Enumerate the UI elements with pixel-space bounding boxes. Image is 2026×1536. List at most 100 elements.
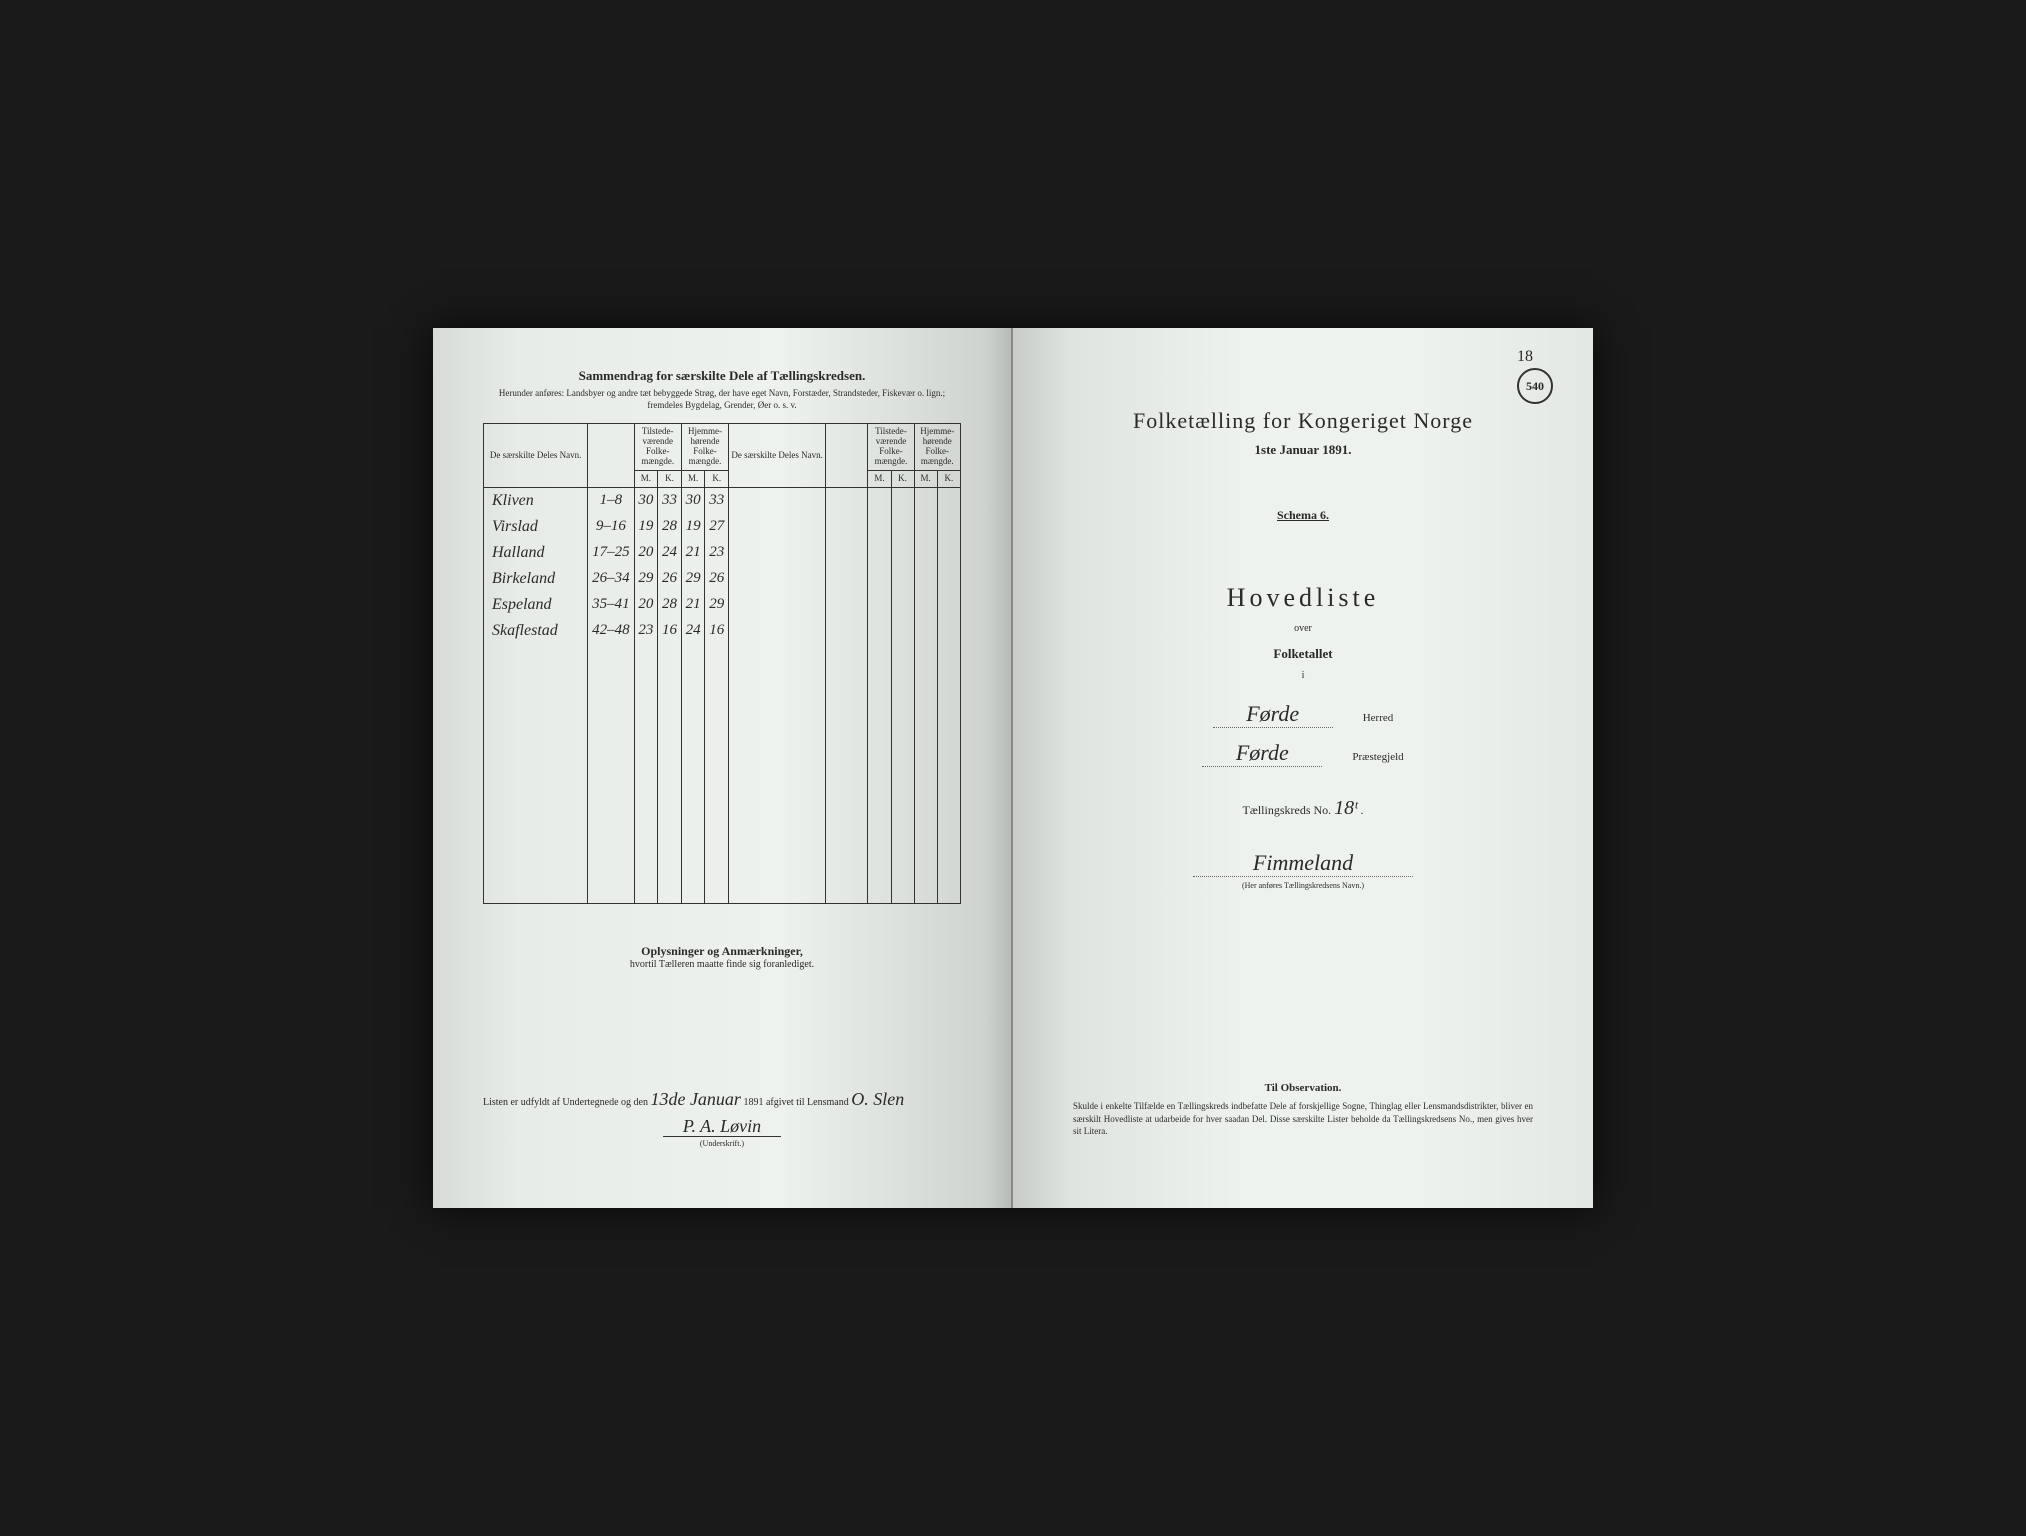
empty-cell: [681, 774, 705, 800]
empty-cell: [937, 878, 960, 904]
th-m: M.: [868, 470, 891, 487]
empty-cell: [705, 774, 729, 800]
th-m: M.: [681, 470, 705, 487]
empty-cell: [484, 644, 588, 670]
row-hk: 16: [705, 618, 729, 644]
empty-cell: [681, 696, 705, 722]
table-row-empty: [484, 878, 961, 904]
th-k: K.: [658, 470, 682, 487]
i-label: i: [1063, 670, 1543, 681]
row-empty: [891, 618, 914, 644]
table-row-empty: [484, 722, 961, 748]
page-number-handwritten: 18: [1517, 348, 1533, 366]
empty-cell: [705, 800, 729, 826]
table-row: Virslad9–1619281927: [484, 514, 961, 540]
empty-cell: [484, 852, 588, 878]
row-tm: 20: [634, 592, 658, 618]
empty-cell: [868, 826, 891, 852]
empty-cell: [937, 774, 960, 800]
empty-cell: [634, 774, 658, 800]
th-hjemme: Hjemme-hørende Folke-mængde.: [681, 424, 728, 471]
sig-year: 1891 afgivet til Lensmand: [743, 1097, 848, 1108]
row-tk: 33: [658, 487, 682, 514]
row-empty: [891, 540, 914, 566]
row-empty: [868, 566, 891, 592]
empty-cell: [705, 722, 729, 748]
row-hk: 33: [705, 487, 729, 514]
empty-cell: [826, 670, 868, 696]
row-hus: 1–8: [588, 487, 634, 514]
herred-name: Førde: [1213, 701, 1333, 728]
row-empty: [868, 618, 891, 644]
kreds-caption: (Her anføres Tællingskredsens Navn.): [1063, 881, 1543, 890]
prestegjeld-name: Førde: [1202, 740, 1322, 767]
notes-subtitle: hvortil Tælleren maatte finde sig foranl…: [483, 959, 961, 970]
page-stamp: 540: [1517, 368, 1553, 404]
table-row-empty: [484, 774, 961, 800]
empty-cell: [729, 878, 826, 904]
observation-text: Skulde i enkelte Tilfælde en Tællingskre…: [1073, 1100, 1533, 1138]
th-name: De særskilte Deles Navn.: [484, 424, 588, 487]
empty-cell: [634, 696, 658, 722]
row-tm: 29: [634, 566, 658, 592]
table-row-empty: [484, 696, 961, 722]
kreds-no: 18ᵗ: [1334, 797, 1357, 819]
empty-cell: [729, 722, 826, 748]
empty-cell: [705, 696, 729, 722]
row-empty: [729, 618, 826, 644]
empty-cell: [891, 800, 914, 826]
table-row: Skaflestad42–4823162416: [484, 618, 961, 644]
empty-cell: [705, 878, 729, 904]
empty-cell: [484, 826, 588, 852]
empty-cell: [658, 878, 682, 904]
sig-name1: O. Slen: [851, 1089, 904, 1109]
empty-cell: [868, 670, 891, 696]
empty-cell: [588, 748, 634, 774]
empty-cell: [826, 852, 868, 878]
row-empty: [868, 592, 891, 618]
empty-cell: [681, 800, 705, 826]
empty-cell: [681, 826, 705, 852]
row-tk: 24: [658, 540, 682, 566]
empty-cell: [681, 878, 705, 904]
empty-cell: [729, 748, 826, 774]
empty-cell: [588, 644, 634, 670]
row-tk: 28: [658, 514, 682, 540]
empty-cell: [658, 644, 682, 670]
row-hm: 21: [681, 592, 705, 618]
empty-cell: [729, 670, 826, 696]
empty-cell: [937, 826, 960, 852]
empty-cell: [937, 644, 960, 670]
empty-cell: [484, 670, 588, 696]
empty-cell: [484, 878, 588, 904]
empty-cell: [826, 696, 868, 722]
row-name: Skaflestad: [484, 618, 588, 644]
row-empty: [868, 514, 891, 540]
th-k: K.: [937, 470, 960, 487]
row-name: Birkeland: [484, 566, 588, 592]
empty-cell: [634, 748, 658, 774]
underskrift-label: (Underskrift.): [483, 1139, 961, 1148]
empty-cell: [588, 670, 634, 696]
row-empty: [868, 540, 891, 566]
empty-cell: [588, 800, 634, 826]
empty-cell: [891, 696, 914, 722]
row-empty: [891, 592, 914, 618]
th-k: K.: [891, 470, 914, 487]
table-row-empty: [484, 852, 961, 878]
empty-cell: [891, 670, 914, 696]
row-empty: [729, 566, 826, 592]
sig-name2: P. A. Løvin: [663, 1116, 781, 1137]
row-name: Virslad: [484, 514, 588, 540]
empty-cell: [868, 644, 891, 670]
empty-cell: [891, 748, 914, 774]
book-spread: Sammendrag for særskilte Dele af Tælling…: [433, 328, 1593, 1208]
row-hus: 9–16: [588, 514, 634, 540]
observation-block: Til Observation. Skulde i enkelte Tilfæl…: [1073, 1082, 1533, 1138]
row-tk: 28: [658, 592, 682, 618]
row-hm: 29: [681, 566, 705, 592]
th-m: M.: [634, 470, 658, 487]
notes-title: Oplysninger og Anmærkninger,: [483, 944, 961, 959]
empty-cell: [658, 852, 682, 878]
summary-table: De særskilte Deles Navn. Tilstede-værend…: [483, 423, 961, 904]
